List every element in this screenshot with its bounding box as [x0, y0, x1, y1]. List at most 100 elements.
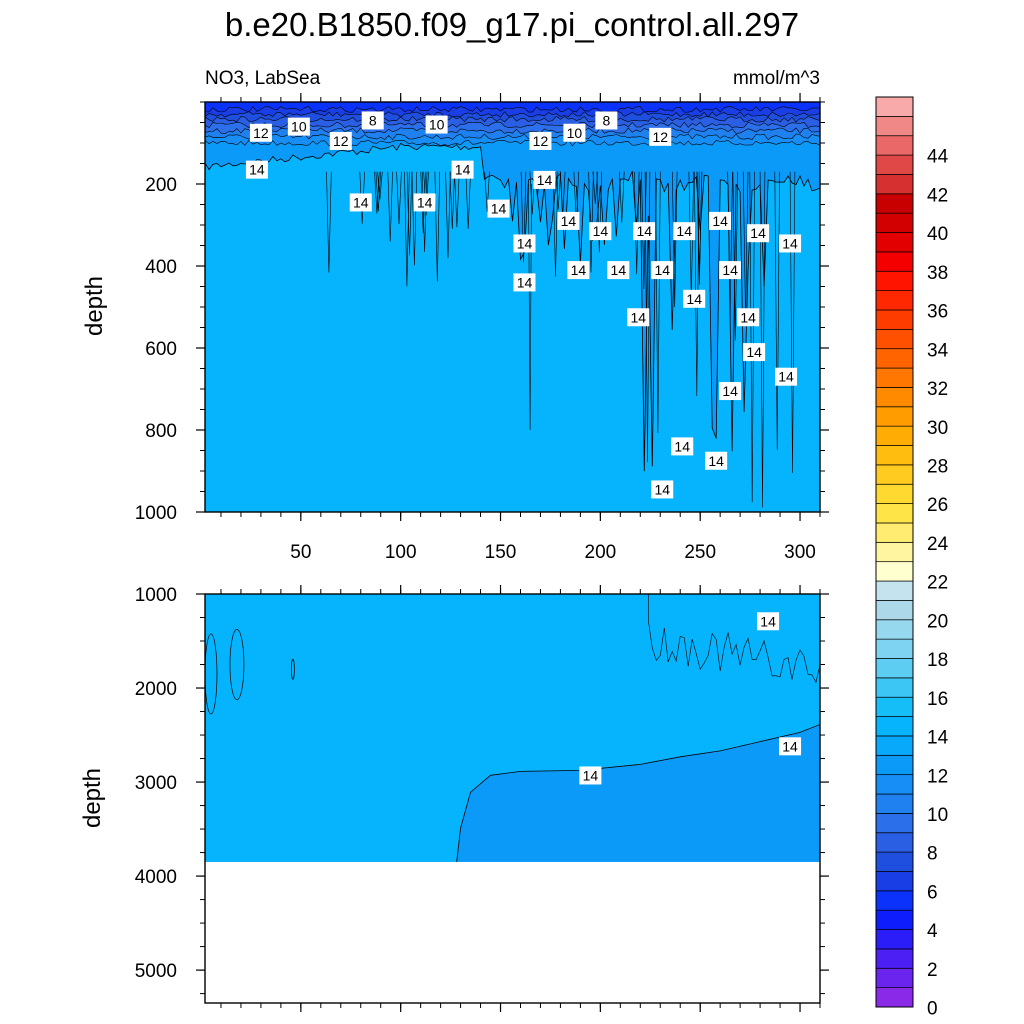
contour-line	[423, 171, 429, 216]
contour-label-text: 10	[429, 117, 445, 133]
colorbar-label: 30	[927, 418, 948, 439]
colorbar-label: 32	[927, 379, 948, 400]
contour-line	[619, 171, 625, 223]
contour-line	[696, 171, 703, 285]
contour-label: 14	[413, 193, 436, 212]
subtitle-variable: NO3, LabSea	[205, 68, 321, 89]
colorbar-label: 6	[927, 882, 938, 903]
contour-label: 12	[529, 131, 552, 150]
contour-label-text: 14	[517, 274, 533, 290]
contour-line	[420, 171, 426, 234]
colorbar-swatch	[875, 793, 914, 814]
contour-label: 14	[757, 612, 780, 631]
contour-label-text: 14	[778, 369, 794, 385]
contour-label-box	[607, 261, 630, 280]
colorbar-label: 0	[927, 999, 938, 1020]
x-tick-label: 50	[290, 542, 311, 563]
colorbar-label: 4	[927, 921, 938, 942]
contour-line	[377, 171, 383, 200]
contour-label-box	[451, 160, 474, 179]
contour-line	[592, 171, 598, 205]
contour-label: 14	[451, 160, 474, 179]
contour-label-text: 14	[676, 223, 692, 239]
contour-label-text: 12	[533, 133, 549, 149]
contour-label: 14	[245, 160, 268, 179]
colorbar-swatch	[875, 735, 914, 756]
contour-line	[655, 171, 661, 434]
colorbar-swatch	[875, 774, 914, 795]
contour-label-box	[589, 222, 612, 241]
colorbar-swatch	[875, 367, 914, 388]
contour-label-text: 12	[253, 125, 269, 141]
contour-field	[205, 594, 820, 1003]
contour-label-box	[487, 199, 510, 218]
contour-line	[759, 171, 766, 508]
contour-label: 14	[533, 170, 556, 189]
colorbar-swatch	[875, 871, 914, 892]
contour-line	[774, 171, 780, 450]
contour-label-box	[249, 123, 272, 142]
colorbar-swatch	[875, 580, 914, 601]
contour-line	[359, 171, 365, 224]
contour-label: 8	[595, 111, 618, 130]
colorbar-swatch	[875, 619, 914, 640]
contour-label: 14	[673, 222, 696, 241]
lower-panel: 14 14 14 1000 2000 3000 4000 5000	[135, 585, 829, 1012]
contour-line	[552, 171, 559, 277]
contour-label-box	[413, 193, 436, 212]
contour-label: 8	[361, 111, 384, 130]
contour-label-box	[779, 234, 802, 253]
colorbar-swatch	[875, 561, 914, 582]
colorbar-swatch	[875, 464, 914, 485]
contour-line	[672, 171, 678, 308]
colorbar-swatch	[875, 851, 914, 872]
contour-label: 14	[513, 273, 536, 292]
contour-label-box	[757, 612, 780, 631]
contour-label-box	[651, 261, 674, 280]
contour-label-box	[533, 170, 556, 189]
colorbar-swatch	[875, 754, 914, 776]
contour-label-text: 14	[686, 291, 702, 307]
colorbar-label: 40	[927, 224, 948, 245]
contour-label: 10	[425, 115, 448, 134]
contour-label-text: 12	[652, 129, 668, 145]
contour-label-box	[513, 234, 536, 253]
contour-label-text: 14	[517, 235, 533, 251]
contour-line	[732, 171, 738, 341]
contour-label-box	[709, 211, 732, 230]
contour-label-text: 14	[722, 262, 738, 278]
contour-label-box	[747, 224, 770, 243]
contour-label-box	[361, 111, 384, 130]
contour-label: 14	[633, 222, 656, 241]
contour-line	[644, 171, 651, 463]
contour-line	[406, 171, 413, 256]
contour-line	[555, 171, 561, 210]
contour-label-text: 8	[602, 112, 610, 128]
colorbar: 0246810121416182022242628303234363840424…	[875, 96, 949, 1020]
colorbar-label: 8	[927, 844, 938, 865]
contour-label: 14	[651, 480, 674, 499]
fill-12-14	[456, 724, 820, 864]
contour-label-box	[671, 437, 694, 456]
contour-label: 10	[287, 117, 310, 136]
colorbar-label: 14	[927, 728, 949, 749]
contour-line	[528, 183, 532, 431]
contour-label: 14	[779, 234, 802, 253]
contour-label-box	[743, 343, 766, 362]
contour-label-text: 14	[417, 194, 433, 210]
contour-label: 14	[719, 382, 742, 401]
contour-label-text: 14	[750, 225, 766, 241]
contour-label-text: 14	[760, 613, 776, 629]
contour-line	[434, 171, 440, 282]
contour-label-box	[529, 131, 552, 150]
contour-label-text: 14	[593, 223, 609, 239]
contour-line	[520, 171, 527, 263]
y-tick-label: 200	[145, 175, 177, 196]
contour-line	[484, 171, 490, 212]
contour-line	[588, 171, 594, 273]
colorbar-swatch	[875, 406, 914, 427]
contour-label-text: 14	[353, 194, 369, 210]
contour-line	[291, 658, 295, 680]
contour-label: 14	[579, 766, 602, 785]
colorbar-swatch	[875, 890, 914, 911]
